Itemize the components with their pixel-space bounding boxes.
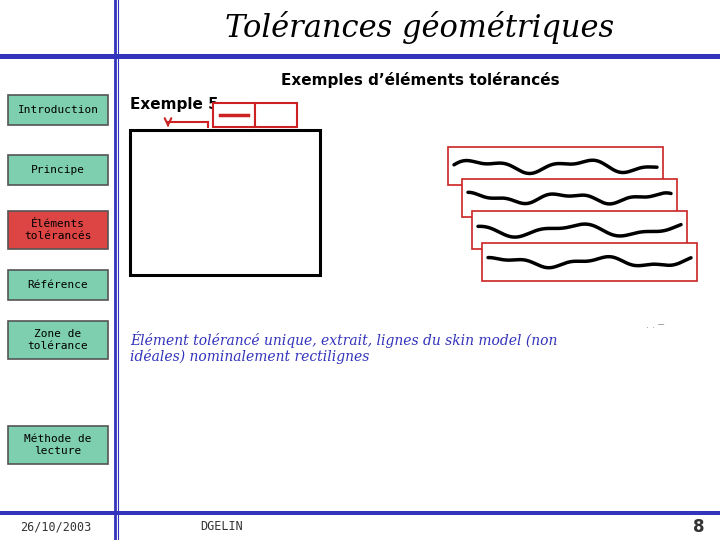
Bar bbox=[255, 103, 297, 127]
Text: 26/10/2003: 26/10/2003 bbox=[20, 521, 91, 534]
Text: Méthode de
lecture: Méthode de lecture bbox=[24, 434, 91, 456]
Bar bbox=[213, 103, 255, 127]
Bar bbox=[0, 59, 720, 512]
Text: idéales) nominalement rectilignes: idéales) nominalement rectilignes bbox=[130, 349, 369, 364]
Text: Principe: Principe bbox=[31, 165, 85, 175]
Text: Exemples d’éléments tolérancés: Exemples d’éléments tolérancés bbox=[281, 72, 559, 88]
Bar bbox=[0, 54, 720, 59]
Bar bbox=[8, 270, 108, 300]
Text: 8: 8 bbox=[693, 518, 705, 536]
Bar bbox=[0, 511, 720, 515]
Text: Élément tolérancé unique, extrait, lignes du skin model (non: Élément tolérancé unique, extrait, ligne… bbox=[130, 332, 557, 348]
Bar bbox=[8, 155, 108, 185]
Bar bbox=[8, 211, 108, 249]
Text: Référence: Référence bbox=[27, 280, 89, 290]
Text: Tolérances géométriques: Tolérances géométriques bbox=[225, 10, 615, 44]
Bar bbox=[8, 426, 108, 464]
Bar bbox=[462, 179, 677, 217]
Text: DGELIN: DGELIN bbox=[200, 521, 243, 534]
Bar bbox=[472, 211, 687, 249]
Bar bbox=[8, 95, 108, 125]
Bar bbox=[448, 147, 663, 185]
Text: Éléments
tolérancés: Éléments tolérancés bbox=[24, 219, 91, 241]
Bar bbox=[482, 243, 697, 281]
Text: Introduction: Introduction bbox=[17, 105, 99, 115]
Text: Zone de
tolérance: Zone de tolérance bbox=[27, 329, 89, 351]
Bar bbox=[8, 321, 108, 359]
Bar bbox=[0, 512, 720, 540]
Bar bbox=[0, 0, 720, 55]
Text: Exemple 5: Exemple 5 bbox=[130, 98, 219, 112]
Bar bbox=[130, 130, 320, 275]
Text: . . ─: . . ─ bbox=[646, 320, 664, 330]
